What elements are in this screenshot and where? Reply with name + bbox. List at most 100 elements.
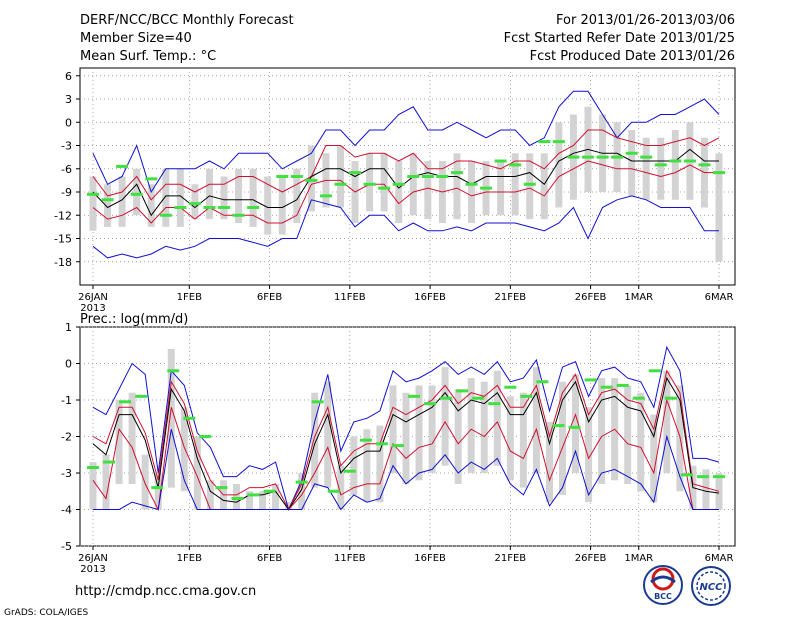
temperature-panel: 26JAN 1FEB 6FEB 11FEB 16FEB 21FEB 26FEB 1MAR 6MA…	[54, 67, 736, 314]
figure-title: DERF/NCC/BCC Monthly Forecast	[80, 13, 294, 28]
precipitation-spread-bar	[193, 436, 201, 510]
precipitation-observed-marker	[87, 466, 99, 470]
temperature-observed-marker	[290, 175, 303, 178]
variable-label: Mean Surf. Temp.: °C	[80, 49, 216, 64]
ncc-logo-text: NCC	[699, 582, 723, 593]
temperature-observed-marker	[334, 182, 347, 186]
temperature-observed-marker	[581, 155, 594, 159]
temperature-ytick-label: -6	[61, 163, 72, 176]
precipitation-observed-marker	[472, 396, 485, 400]
temperature-spread-bar	[555, 122, 563, 208]
precipitation-observed-marker	[391, 444, 404, 448]
precip-title: Prec.: log(mm/d)	[80, 312, 188, 327]
precipitation-observed-marker	[247, 493, 260, 497]
temperature-observed-marker	[625, 151, 638, 155]
precipitation-observed-marker	[263, 489, 276, 493]
temperature-spread-bar	[307, 145, 315, 212]
precipitation-spread-bar	[246, 491, 253, 510]
precipitation-spread-bar	[128, 392, 136, 484]
temperature-ytick-label: 3	[65, 93, 72, 106]
temperature-spread-bar	[409, 153, 417, 216]
temperature-spread-bar	[453, 153, 461, 220]
temperature-observed-marker	[145, 177, 158, 181]
temperature-spread-bar	[657, 137, 665, 200]
temperature-spread-bar	[511, 153, 519, 216]
precipitation-observed-marker	[504, 385, 517, 389]
temperature-observed-marker	[116, 164, 129, 168]
forecast-started-date: Fcst Started Refer Date 2013/01/25	[504, 31, 735, 46]
temperature-observed-marker	[188, 202, 201, 206]
precipitation-observed-marker	[231, 497, 244, 501]
temperature-observed-marker	[218, 206, 231, 209]
bcc-logo-text: BCC	[654, 592, 672, 601]
precipitation-spread-bar	[428, 385, 436, 473]
temperature-xtick-label: 6MAR	[705, 292, 734, 303]
temperature-observed-marker	[596, 155, 609, 159]
precipitation-observed-marker	[713, 475, 725, 479]
precipitation-spread-bar	[232, 483, 240, 510]
precipitation-ytick-label: -4	[61, 504, 72, 517]
temperature-spread-bar	[380, 153, 388, 212]
temperature-spread-bar	[424, 161, 432, 220]
precipitation-spread-bar	[650, 414, 658, 503]
temperature-mean-line	[92, 148, 719, 217]
precipitation-ytick-label: -2	[61, 431, 72, 444]
temperature-ytick-label: -12	[54, 209, 72, 222]
temperature-spread-bar	[176, 168, 184, 227]
temperature-spread-bar	[468, 161, 476, 223]
precipitation-xtick-label: 6FEB	[257, 553, 282, 564]
precipitation-spread-bar	[637, 392, 645, 492]
precipitation-spread-bar	[663, 370, 671, 473]
precipitation-spread-bar	[324, 381, 332, 488]
precipitation-spread-bar	[559, 381, 566, 495]
precipitation-ytick-label: -1	[61, 394, 72, 407]
temperature-spread-bar	[293, 168, 301, 223]
precipitation-spread-bar	[441, 367, 449, 466]
temperature-xtick-label: 1FEB	[177, 292, 202, 303]
temperature-xtick-label: 26JAN	[78, 292, 108, 303]
temperature-spread-bar	[249, 168, 257, 227]
temperature-spread-bar	[395, 161, 403, 223]
temperature-observed-marker	[465, 182, 478, 186]
precipitation-observed-marker	[359, 438, 372, 442]
temperature-xtick-label: 16FEB	[414, 292, 446, 303]
precipitation-observed-marker	[103, 460, 116, 464]
temperature-observed-marker	[552, 140, 565, 144]
temperature-spread-bar	[191, 184, 199, 220]
precipitation-spread-bar	[167, 348, 175, 488]
precipitation-spread-bar	[363, 429, 371, 503]
temperature-observed-marker	[232, 213, 245, 217]
precipitation-spread-bar	[337, 465, 345, 510]
precipitation-observed-marker	[664, 396, 677, 400]
precipitation-spread-bar	[311, 392, 319, 488]
precipitation-observed-marker	[151, 486, 164, 490]
temperature-observed-marker	[203, 206, 216, 209]
precipitation-max-line	[92, 345, 720, 511]
precipitation-observed-marker	[135, 394, 148, 398]
precipitation-observed-marker	[167, 369, 180, 373]
temperature-observed-marker	[509, 163, 522, 167]
temperature-observed-marker	[159, 213, 172, 217]
temperature-max-line	[92, 90, 720, 194]
temperature-spread-bar	[540, 153, 548, 220]
temperature-xtick-label: 6FEB	[257, 292, 282, 303]
precipitation-observed-marker	[440, 396, 453, 400]
temperature-observed-marker	[683, 159, 696, 163]
precipitation-spread-bar	[480, 381, 488, 473]
temperature-observed-marker	[276, 175, 289, 178]
precipitation-observed-marker	[295, 480, 308, 484]
temperature-observed-marker	[130, 192, 143, 196]
footer-url[interactable]: http://cmdp.ncc.cma.gov.cn	[75, 584, 256, 599]
temperature-ytick-label: -9	[61, 186, 72, 199]
temperature-observed-marker	[349, 171, 362, 175]
temperature-xtick-label: 26FEB	[575, 292, 607, 303]
precipitation-spread-bar	[376, 425, 384, 503]
temperature-spread-bar	[278, 176, 286, 235]
temperature-spread-bar	[118, 176, 126, 227]
precipitation-observed-marker	[584, 378, 597, 382]
precipitation-spread-bar	[506, 396, 514, 481]
temperature-xtick-label: 11FEB	[334, 292, 366, 303]
precipitation-mean-line	[92, 376, 720, 511]
temperature-observed-marker	[421, 175, 434, 178]
